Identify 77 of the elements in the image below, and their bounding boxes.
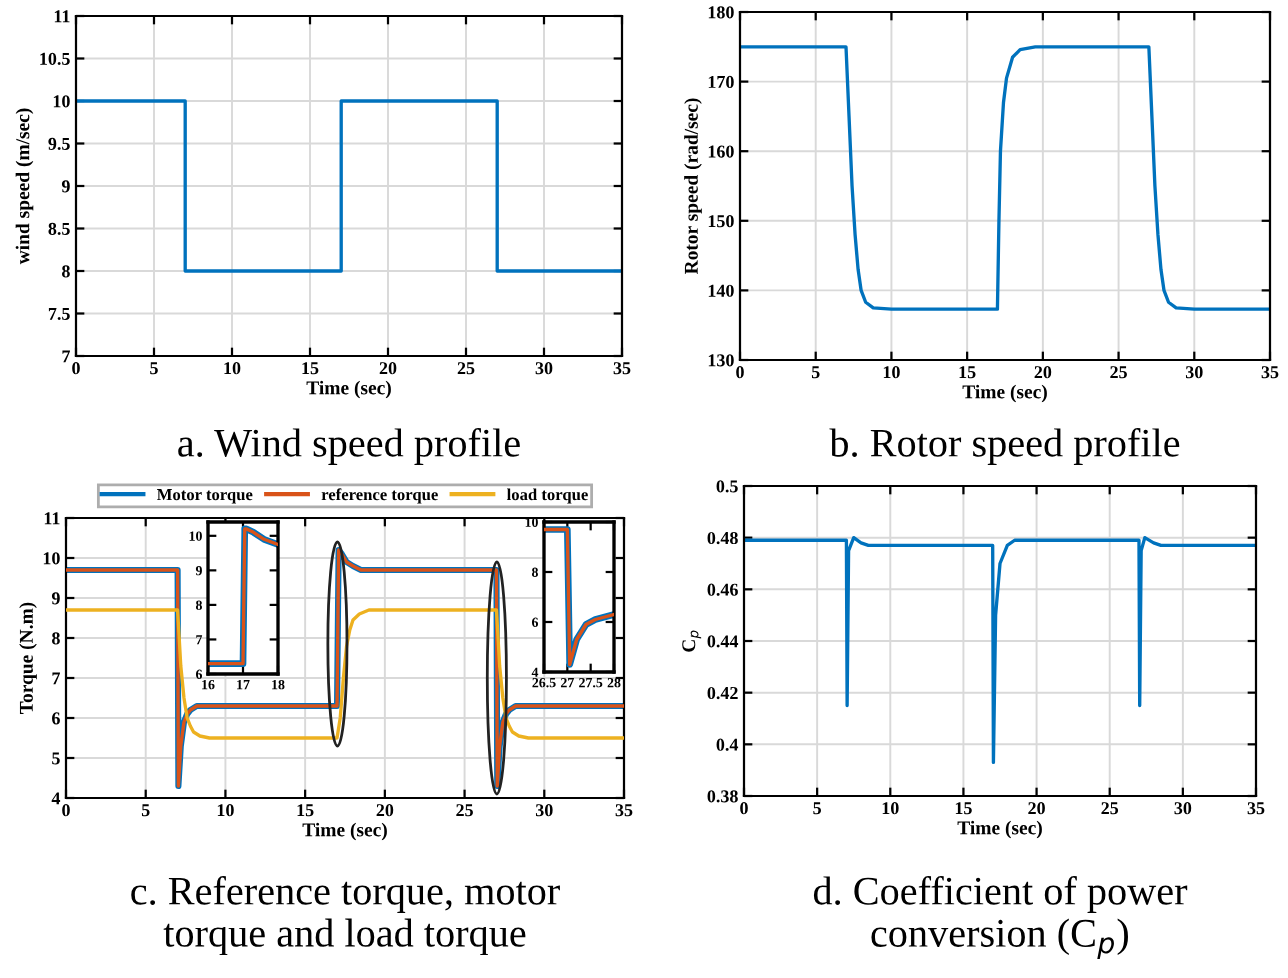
y-axis-title: C$_{p}$ <box>682 630 702 652</box>
y-tick-label: 7 <box>52 672 60 685</box>
x-tick-label: 25 <box>1101 802 1119 815</box>
y-tick-label: 0.42 <box>707 686 738 700</box>
y-tick-label: 0.44 <box>707 635 739 648</box>
y-tick-label: 4 <box>51 792 61 805</box>
y-tick-label: 180 <box>708 6 734 19</box>
x-tick-label: 10 <box>224 362 241 375</box>
y-tick-label: 9.5 <box>48 137 70 151</box>
y-tick-label: 7.5 <box>48 307 70 321</box>
x-tick-label: 35 <box>613 362 631 375</box>
x-tick-label: 10 <box>882 802 899 815</box>
legend-label: load torque <box>506 488 588 504</box>
y-tick-label: 11 <box>44 512 60 525</box>
x-tick-label: 20 <box>379 362 397 375</box>
y-tick-label: 0.46 <box>707 583 738 596</box>
x-tick-label: 15 <box>297 804 314 817</box>
x-tick-label: 20 <box>376 804 394 817</box>
y-tick-label: 0.4 <box>716 738 739 751</box>
x-tick-label: 35 <box>615 804 633 817</box>
x-tick-label: 35 <box>1261 366 1279 379</box>
x-tick-label: 10 <box>217 804 234 817</box>
text: d. Coefficient of power conversion (C$_{p}$) <box>813 876 1188 959</box>
x-tick-label: 25 <box>457 362 475 375</box>
x-tick-label: 5 <box>141 804 150 817</box>
x-tick-label: 30 <box>1174 802 1192 815</box>
y-axis-title: Rotor speed (rad/sec) <box>684 98 702 275</box>
y-tick-label: 170 <box>708 75 734 89</box>
text: c. Reference torque, motor torque and load torque <box>131 876 560 956</box>
y-tick-label: 11 <box>54 10 70 23</box>
y-tick-label: 6 <box>52 712 60 725</box>
y-tick-label: 9 <box>61 180 70 193</box>
x-tick-label: 30 <box>535 362 553 375</box>
y-tick-label: 10 <box>53 95 70 108</box>
x-tick-label: 5 <box>811 366 820 379</box>
x-axis-title: Time (sec) <box>957 820 1042 839</box>
x-tick-label: 15 <box>959 366 976 379</box>
x-tick-label: 0 <box>736 366 744 379</box>
x-tick-label: 35 <box>1247 802 1265 815</box>
x-tick-label: 5 <box>150 362 158 375</box>
x-tick-label: 5 <box>813 802 821 815</box>
y-tick-label: 10 <box>43 552 60 565</box>
legend-label: Motor torque <box>156 489 253 504</box>
x-tick-label: 20 <box>1028 802 1045 815</box>
x-tick-label: 0 <box>62 804 70 817</box>
legend-label: reference torque <box>321 488 438 504</box>
y-tick-label: 130 <box>708 354 734 367</box>
x-tick-label: 30 <box>1185 366 1203 379</box>
x-tick-label: 10 <box>883 366 900 379</box>
y-axis-title: Torque (N.m) <box>19 602 37 714</box>
y-tick-label: 10.5 <box>40 52 70 66</box>
text: b. Rotor speed profile <box>829 428 1180 465</box>
y-axis-title: wind speed (m/sec) <box>15 108 34 265</box>
x-axis-title: Time (sec) <box>962 384 1047 403</box>
x-tick-label: 25 <box>456 804 473 817</box>
x-tick-label: 25 <box>1110 366 1127 379</box>
y-tick-label: 8 <box>52 632 60 645</box>
y-tick-label: 7 <box>62 350 70 363</box>
y-tick-label: 0.48 <box>707 531 738 545</box>
x-tick-label: 0 <box>740 802 748 815</box>
y-tick-label: 0.5 <box>716 480 738 493</box>
x-tick-label: 20 <box>1034 366 1052 379</box>
y-tick-label: 0.38 <box>707 790 738 803</box>
x-tick-label: 30 <box>535 804 553 817</box>
y-tick-label: 160 <box>708 145 734 158</box>
y-tick-label: 150 <box>708 215 734 228</box>
text: a. Wind speed profile <box>178 428 520 465</box>
x-axis-title: Time (sec) <box>306 380 391 399</box>
y-tick-label: 8.5 <box>48 222 70 236</box>
y-tick-label: 5 <box>52 752 60 765</box>
y-tick-label: 9 <box>51 592 60 605</box>
x-axis-title: Time (sec) <box>302 822 387 841</box>
x-tick-label: 0 <box>72 362 80 375</box>
y-tick-label: 140 <box>708 284 734 297</box>
x-tick-label: 15 <box>302 362 319 375</box>
y-tick-label: 8 <box>62 265 70 278</box>
x-tick-label: 15 <box>955 802 972 815</box>
